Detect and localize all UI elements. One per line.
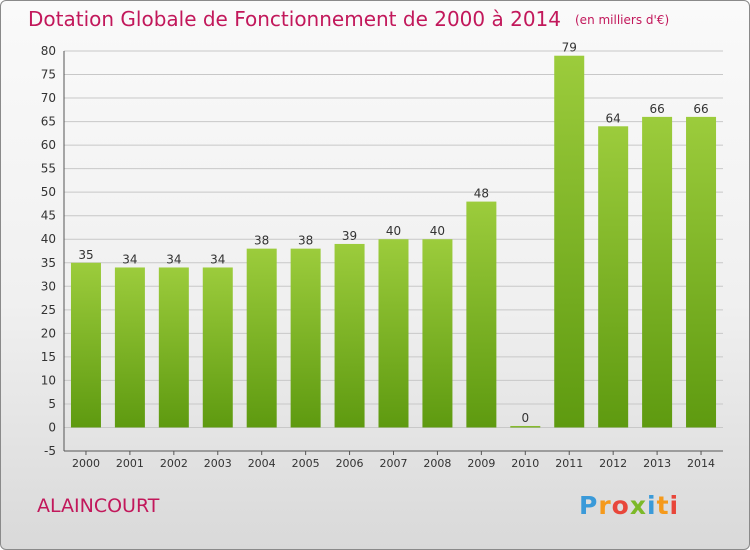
x-tick-label: 2012 xyxy=(599,457,627,470)
logo-letter: t xyxy=(656,491,670,520)
y-tick-label: 0 xyxy=(48,420,56,434)
data-label: 34 xyxy=(210,252,225,266)
x-tick-label: 2006 xyxy=(336,457,364,470)
data-label: 34 xyxy=(166,252,181,266)
data-label: 35 xyxy=(78,248,93,262)
data-label: 79 xyxy=(562,41,577,55)
y-tick-label: 55 xyxy=(41,162,56,176)
data-label: 38 xyxy=(254,234,269,248)
y-tick-label: 15 xyxy=(41,350,56,364)
logo-letter: x xyxy=(629,491,647,520)
logo-letter: r xyxy=(598,491,612,520)
bar xyxy=(334,243,365,428)
data-label: 64 xyxy=(606,111,621,125)
logo-letter: i xyxy=(647,491,657,520)
bar xyxy=(202,267,233,428)
bar xyxy=(114,267,145,428)
bar xyxy=(158,267,189,428)
x-tick-label: 2014 xyxy=(687,457,715,470)
y-tick-label: 50 xyxy=(41,185,56,199)
data-label: 34 xyxy=(122,252,137,266)
x-tick-label: 2010 xyxy=(511,457,539,470)
data-label: 38 xyxy=(298,234,313,248)
x-tick-label: 2004 xyxy=(248,457,276,470)
data-label: 40 xyxy=(386,224,401,238)
y-tick-label: 20 xyxy=(41,326,56,340)
logo-letter: o xyxy=(611,491,630,520)
x-tick-label: 2000 xyxy=(72,457,100,470)
y-tick-label: 10 xyxy=(41,373,56,387)
y-tick-label: 80 xyxy=(41,44,56,58)
y-tick-label: -5 xyxy=(44,444,56,458)
y-tick-label: 5 xyxy=(48,397,56,411)
x-tick-label: 2013 xyxy=(643,457,671,470)
y-tick-label: 30 xyxy=(41,279,56,293)
chart-title: Dotation Globale de Fonctionnement de 20… xyxy=(28,7,669,31)
bar xyxy=(422,239,453,428)
data-label: 66 xyxy=(649,102,664,116)
bar xyxy=(466,201,497,428)
bar xyxy=(378,239,409,428)
x-tick-label: 2008 xyxy=(423,457,451,470)
y-tick-label: 60 xyxy=(41,138,56,152)
proxiti-logo: Proxiti xyxy=(579,491,679,520)
y-tick-label: 45 xyxy=(41,209,56,223)
x-tick-label: 2007 xyxy=(380,457,408,470)
logo-letter: i xyxy=(669,491,680,520)
unit-label: (en milliers d'€) xyxy=(575,13,670,27)
bar xyxy=(246,248,277,428)
data-label: 0 xyxy=(521,411,529,425)
data-label: 66 xyxy=(693,102,708,116)
chart-title-text: Dotation Globale de Fonctionnement de 20… xyxy=(28,7,561,31)
x-tick-label: 2003 xyxy=(204,457,232,470)
y-tick-label: 40 xyxy=(41,232,56,246)
bar xyxy=(554,55,585,428)
y-tick-label: 70 xyxy=(41,91,56,105)
bar xyxy=(510,425,541,428)
logo-letter: P xyxy=(579,491,599,520)
bar xyxy=(642,116,673,428)
y-tick-label: 25 xyxy=(41,303,56,317)
x-tick-label: 2009 xyxy=(467,457,495,470)
data-label: 39 xyxy=(342,229,357,243)
x-tick-label: 2002 xyxy=(160,457,188,470)
data-label: 40 xyxy=(430,224,445,238)
bar xyxy=(70,262,101,428)
x-tick-label: 2005 xyxy=(292,457,320,470)
y-tick-label: 65 xyxy=(41,115,56,129)
y-tick-label: 75 xyxy=(41,68,56,82)
x-tick-label: 2011 xyxy=(555,457,583,470)
y-tick-label: 35 xyxy=(41,256,56,270)
bar xyxy=(598,126,629,428)
commune-name: ALAINCOURT xyxy=(37,495,160,517)
bar xyxy=(290,248,321,428)
x-tick-label: 2001 xyxy=(116,457,144,470)
bar xyxy=(686,116,717,428)
data-label: 48 xyxy=(474,187,489,201)
